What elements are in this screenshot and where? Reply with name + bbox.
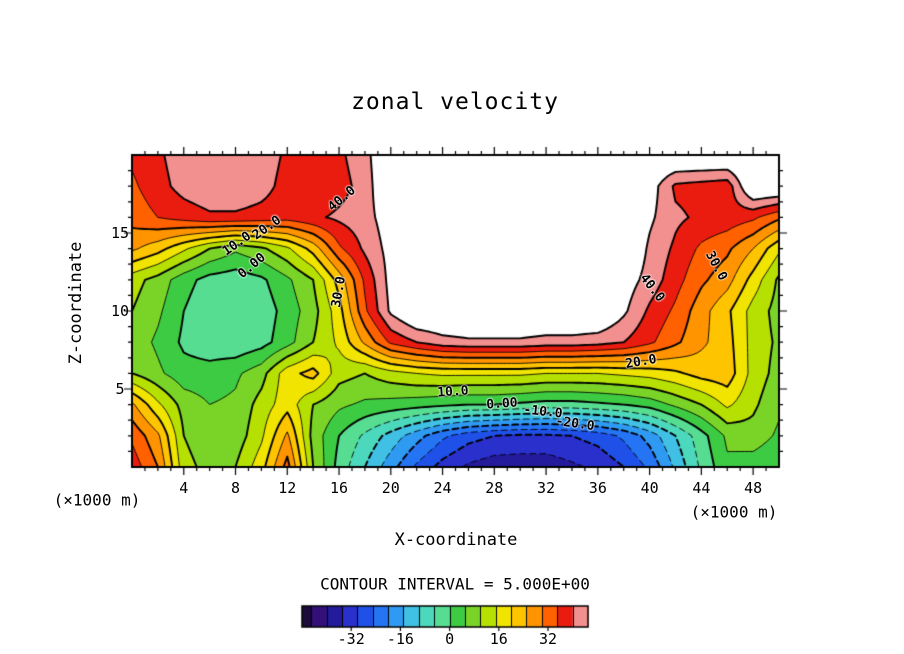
z-tick-label: 15 <box>110 224 130 242</box>
contour-label: 20.0 <box>623 352 658 373</box>
contour-label: 10.0 <box>436 383 470 401</box>
x-tick-label: 8 <box>231 479 241 497</box>
contour-label: 10.0 <box>219 228 254 260</box>
x-tick-label: 16 <box>330 479 349 497</box>
x-unit-label-left: (×1000 m) <box>53 490 141 510</box>
z-tick-label: 5 <box>115 380 125 398</box>
contour-label: 30.0 <box>701 248 730 284</box>
contour-label: 30.0 <box>328 275 350 309</box>
x-tick-label: 12 <box>278 479 297 497</box>
chart-title: zonal velocity <box>351 89 559 115</box>
colorbar-tick-label: 0 <box>445 630 455 648</box>
contour-label: 0.00 <box>485 395 519 413</box>
x-tick-label: 32 <box>537 479 556 497</box>
contour-label: 40.0 <box>636 270 668 305</box>
contour-label: -20.0 <box>554 413 595 435</box>
colorbar-tick-label: -32 <box>337 630 365 648</box>
x-tick-label: 48 <box>744 479 763 497</box>
x-tick-label: 4 <box>179 479 189 497</box>
x-tick-label: 28 <box>485 479 504 497</box>
x-tick-label: 44 <box>692 479 711 497</box>
contour-interval-label: CONTOUR INTERVAL = 5.000E+00 <box>320 574 590 594</box>
contour-label: 0.00 <box>235 249 270 282</box>
x-tick-label: 40 <box>640 479 659 497</box>
contour-label: 20.0 <box>249 213 284 244</box>
x-unit-label-right: (×1000 m) <box>690 502 778 522</box>
x-tick-label: 36 <box>588 479 607 497</box>
contour-label: 40.0 <box>324 182 359 215</box>
z-tick-label: 10 <box>110 302 130 320</box>
colorbar-tick-label: 32 <box>538 630 558 648</box>
colorbar-tick-label: -16 <box>386 630 414 648</box>
x-tick-label: 20 <box>381 479 400 497</box>
x-axis-label: X-coordinate <box>394 530 518 550</box>
colorbar-tick-label: 16 <box>489 630 508 648</box>
z-axis-label: Z-coordinate <box>66 241 86 365</box>
x-tick-label: 24 <box>433 479 452 497</box>
